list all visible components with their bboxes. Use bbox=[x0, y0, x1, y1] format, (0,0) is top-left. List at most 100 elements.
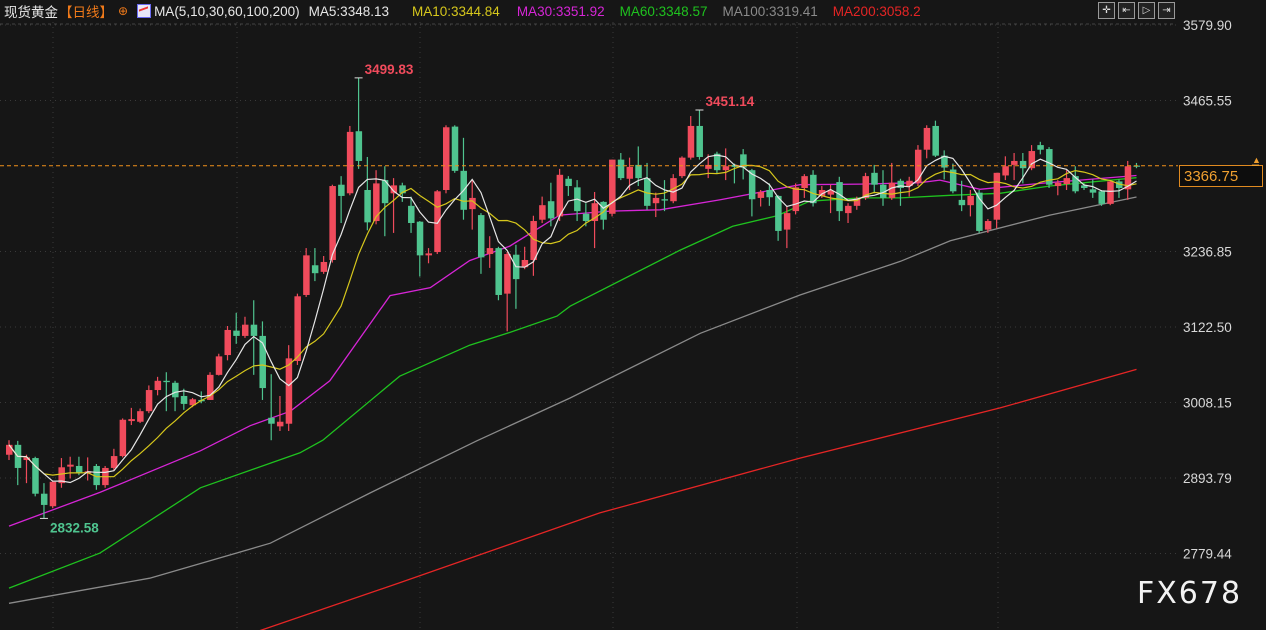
candle-body bbox=[652, 197, 660, 204]
current-price-label: 3366.75 bbox=[1179, 165, 1263, 187]
candle-body bbox=[408, 205, 415, 224]
candle bbox=[329, 184, 336, 263]
candle-body bbox=[416, 221, 424, 256]
candle-body bbox=[1028, 151, 1036, 169]
candle bbox=[652, 192, 660, 218]
candle bbox=[346, 125, 354, 196]
candle-body bbox=[801, 176, 808, 189]
ma60-value: MA60:3348.57 bbox=[619, 3, 708, 19]
candle bbox=[722, 148, 730, 181]
y-tick-label: 2893.79 bbox=[1183, 471, 1232, 486]
candle bbox=[172, 380, 179, 412]
candle-body bbox=[137, 411, 144, 422]
candle bbox=[259, 321, 266, 400]
candle bbox=[845, 203, 852, 224]
high-price-label: 3499.83 bbox=[365, 62, 414, 77]
ma-indicator-icon[interactable] bbox=[137, 4, 152, 18]
play-icon[interactable]: ▷ bbox=[1138, 2, 1155, 19]
candles bbox=[6, 77, 1140, 519]
candle bbox=[303, 248, 310, 297]
candle-body bbox=[180, 395, 188, 404]
candle bbox=[731, 163, 738, 184]
candle-body bbox=[792, 187, 800, 212]
candle bbox=[434, 189, 441, 255]
candle-body bbox=[687, 125, 695, 158]
candle-body bbox=[766, 189, 773, 198]
candle-body bbox=[93, 465, 100, 486]
y-tick-label: 3008.15 bbox=[1183, 395, 1232, 410]
candle bbox=[320, 256, 328, 274]
globe-icon[interactable]: ⊕ bbox=[118, 4, 129, 18]
candle bbox=[565, 176, 572, 196]
candle-body bbox=[853, 198, 861, 206]
candle-body bbox=[504, 254, 511, 294]
candle-body bbox=[836, 182, 843, 212]
candle-body bbox=[862, 176, 870, 198]
candle-body bbox=[276, 421, 284, 427]
candle-body bbox=[539, 205, 546, 220]
candle-body bbox=[635, 164, 642, 179]
candle bbox=[364, 156, 371, 231]
candle-body bbox=[285, 358, 293, 424]
ma10-line bbox=[8, 164, 1137, 478]
candle-body bbox=[1063, 178, 1071, 185]
candle-body bbox=[880, 184, 887, 198]
candle bbox=[67, 456, 74, 479]
ma5-value: MA5:3348.13 bbox=[308, 3, 389, 19]
candle bbox=[783, 205, 791, 249]
candle-body bbox=[1072, 176, 1079, 192]
candle bbox=[1019, 153, 1027, 184]
ma5-line bbox=[8, 154, 1137, 484]
candle bbox=[1011, 153, 1018, 181]
candle bbox=[609, 159, 616, 217]
candle-body bbox=[399, 185, 406, 194]
candle bbox=[678, 156, 686, 179]
candle bbox=[408, 196, 415, 233]
candle-body bbox=[993, 172, 1001, 220]
candle-body bbox=[582, 213, 590, 222]
candle bbox=[530, 215, 537, 276]
candle bbox=[1124, 160, 1132, 200]
candle-body bbox=[119, 419, 127, 457]
chart-toolbar: ✛ ⇤ ▷ ⇥ bbox=[1098, 2, 1175, 19]
candle bbox=[923, 125, 931, 159]
candle bbox=[993, 172, 1001, 229]
candle-body bbox=[1089, 189, 1097, 193]
candle bbox=[477, 213, 485, 274]
candle-body bbox=[1037, 145, 1044, 150]
candle-body bbox=[6, 444, 13, 455]
candle-body bbox=[329, 186, 336, 260]
symbol-name: 现货黄金 bbox=[4, 5, 58, 20]
candle-body bbox=[644, 178, 651, 206]
jump-start-icon[interactable]: ⇤ bbox=[1118, 2, 1135, 19]
chart-header: 现货黄金 【日线】 ⊕ MA(5,10,30,60,100,200) MA5:3… bbox=[4, 2, 921, 21]
candle-body bbox=[617, 159, 625, 179]
candle-body bbox=[547, 201, 555, 219]
candle bbox=[1098, 189, 1105, 206]
candle-body bbox=[696, 125, 703, 157]
candle-body bbox=[381, 180, 389, 204]
candle-body bbox=[976, 192, 983, 231]
candle bbox=[311, 248, 319, 282]
period-label[interactable]: 【日线】 bbox=[59, 5, 113, 20]
candle-body bbox=[163, 380, 170, 383]
candle-body bbox=[250, 324, 258, 336]
candle bbox=[250, 300, 258, 375]
candle bbox=[775, 195, 782, 241]
candle-body bbox=[469, 197, 476, 210]
crosshair-icon[interactable]: ✛ bbox=[1098, 2, 1115, 19]
candle bbox=[495, 246, 502, 301]
candle-body bbox=[49, 481, 57, 507]
candle-body bbox=[757, 191, 765, 198]
candle-body bbox=[477, 215, 485, 258]
candle-body bbox=[984, 221, 992, 230]
candle-body bbox=[1124, 166, 1132, 190]
jump-end-icon[interactable]: ⇥ bbox=[1158, 2, 1175, 19]
candle-body bbox=[626, 166, 634, 179]
candle bbox=[355, 77, 363, 169]
candle-body bbox=[722, 166, 730, 171]
candle bbox=[810, 170, 817, 207]
candle bbox=[1054, 180, 1062, 196]
candle-body bbox=[748, 170, 756, 200]
